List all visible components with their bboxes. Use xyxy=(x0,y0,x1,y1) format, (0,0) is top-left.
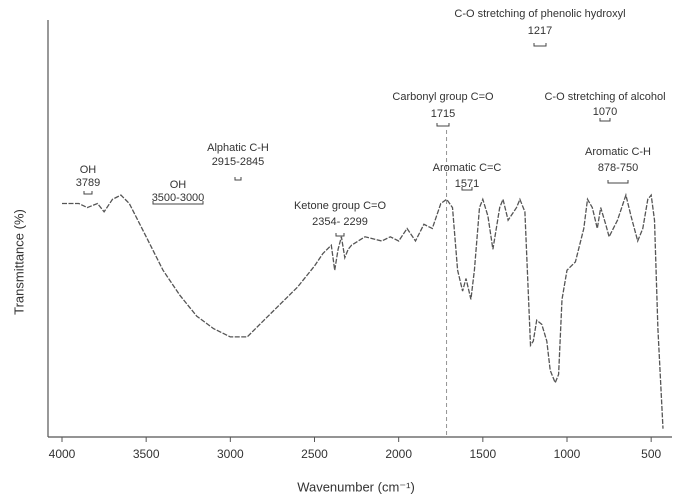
annotation-text: C-O stretching of phenolic hydroxyl xyxy=(454,8,625,20)
annotation-bracket xyxy=(533,43,547,47)
annotation-text: C-O stretching of alcohol xyxy=(544,91,665,103)
annotation-text: Carbonyl group C=O xyxy=(392,91,494,103)
annotation-text: Ketone group C=O xyxy=(294,200,386,212)
annotation-wavenumber: 1715 xyxy=(431,108,455,120)
x-tick-label: 2500 xyxy=(301,447,328,461)
annotation-wavenumber: 3500-3000 xyxy=(152,192,205,204)
spectrum-line xyxy=(62,192,664,429)
annotation-bracket xyxy=(152,201,204,205)
annotation-wavenumber: 2915-2845 xyxy=(212,156,265,168)
annotation-text: OH xyxy=(170,179,187,191)
annotation-wavenumber: 1571 xyxy=(455,178,479,190)
x-axis-label: Wavenumber (cm⁻¹) xyxy=(297,479,415,494)
x-tick-label: 3000 xyxy=(217,447,244,461)
x-tick-label: 1500 xyxy=(469,447,496,461)
annotation-text: Aromatic C=C xyxy=(433,162,502,174)
x-tick-label: 3500 xyxy=(133,447,160,461)
annotation-text: Alphatic C-H xyxy=(207,142,269,154)
annotation-wavenumber: 1217 xyxy=(528,25,552,37)
annotation-wavenumber: 3789 xyxy=(76,177,100,189)
annotation-bracket xyxy=(461,187,473,191)
annotation-bracket xyxy=(607,180,629,184)
x-tick-label: 4000 xyxy=(49,447,76,461)
annotation-text: Aromatic C-H xyxy=(585,146,651,158)
annotation-bracket xyxy=(234,177,242,181)
annotation-wavenumber: 1070 xyxy=(593,106,617,118)
annotation-bracket xyxy=(335,233,345,237)
annotation-text: OH xyxy=(80,164,97,176)
y-axis-label: Transmittance (%) xyxy=(11,209,26,315)
annotation-wavenumber: 878-750 xyxy=(598,162,638,174)
annotation-bracket xyxy=(436,123,450,127)
annotation-wavenumber: 2354- 2299 xyxy=(312,216,368,228)
x-tick-label: 2000 xyxy=(385,447,412,461)
x-tick-label: 1000 xyxy=(554,447,581,461)
annotation-bracket xyxy=(599,118,611,122)
annotation-bracket xyxy=(83,191,93,195)
x-tick-label: 500 xyxy=(641,447,661,461)
